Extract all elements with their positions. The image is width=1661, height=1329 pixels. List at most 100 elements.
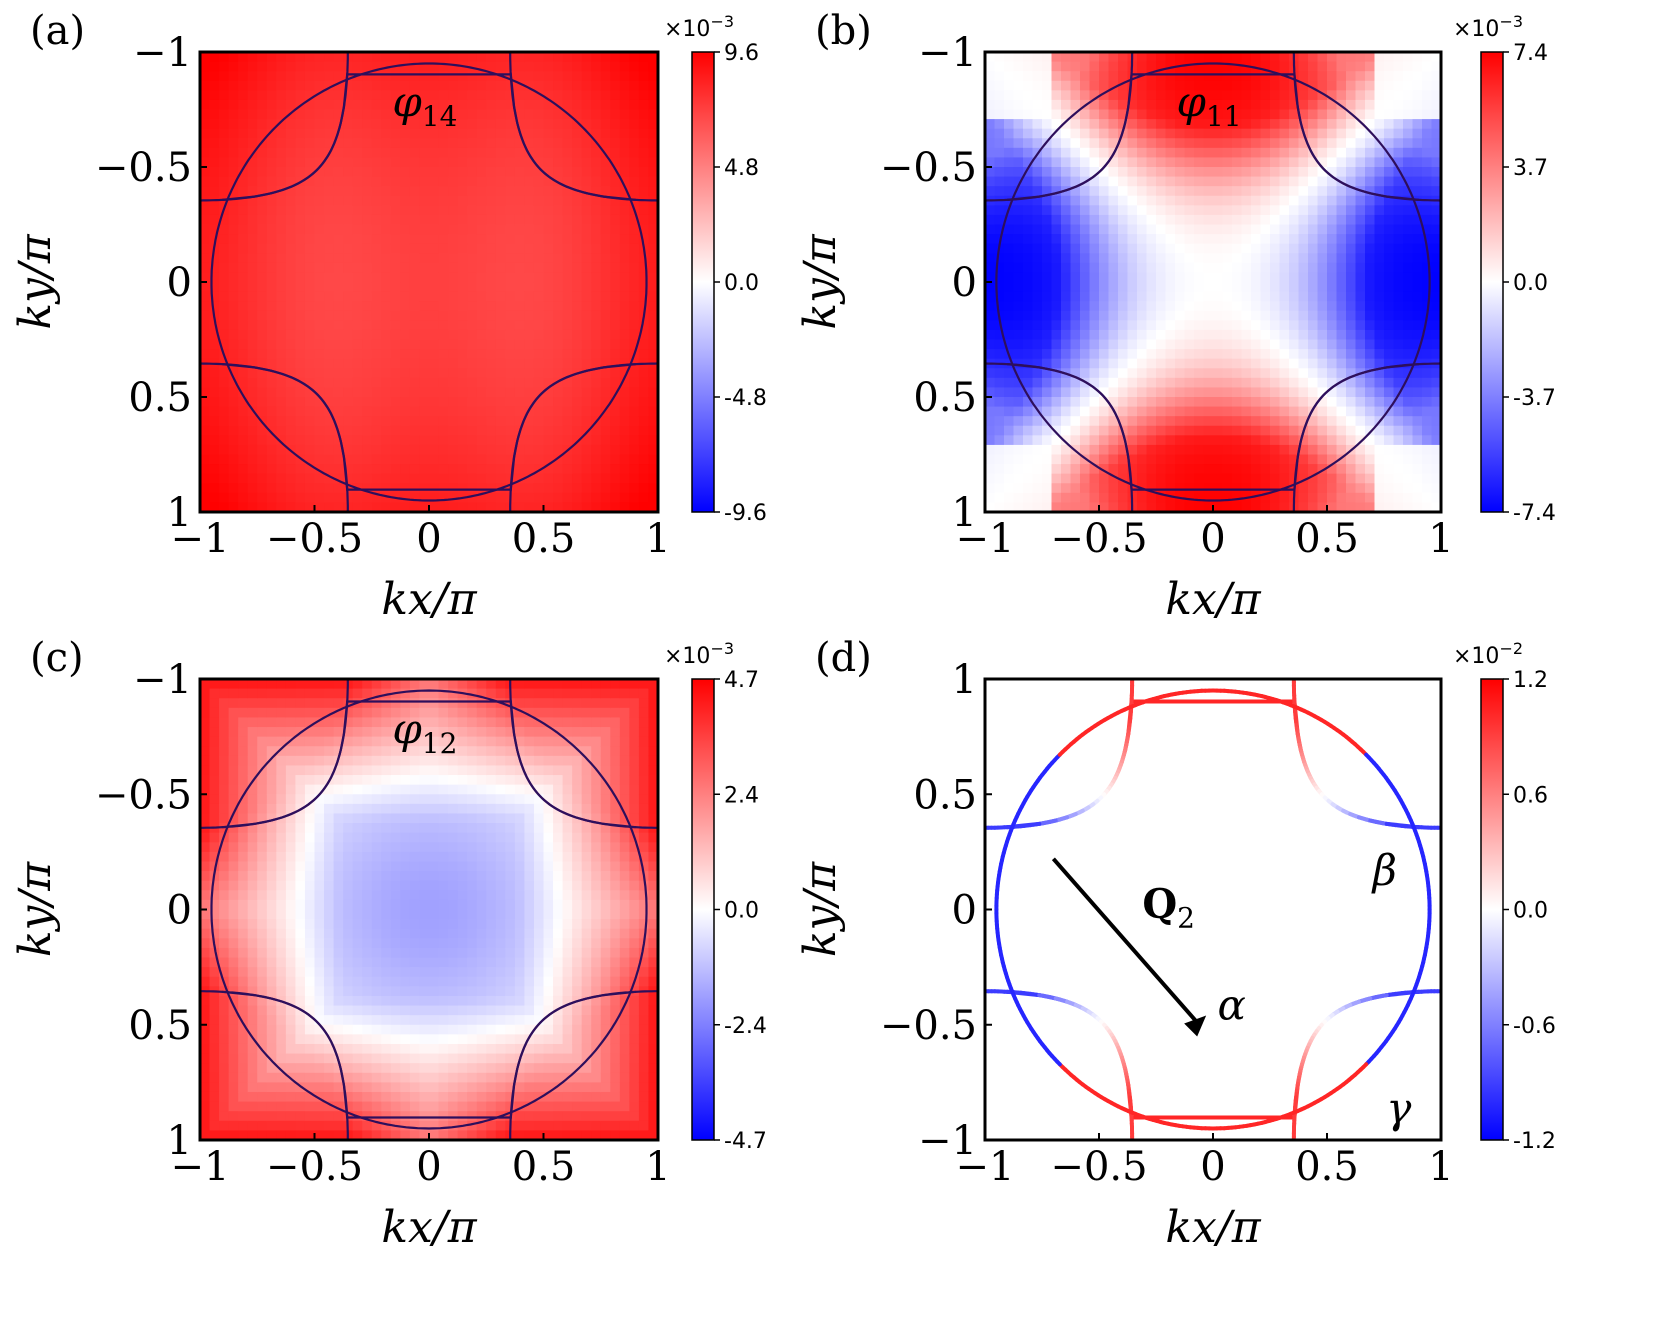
heatmap-cell — [438, 80, 449, 91]
heatmap-cell — [648, 329, 658, 341]
heatmap-cell — [381, 320, 392, 331]
heatmap-cell — [1175, 406, 1186, 417]
heatmap-cell — [352, 454, 363, 465]
heatmap-cell — [1355, 128, 1366, 139]
heatmap-cell — [1403, 52, 1414, 63]
heatmap-cell — [209, 919, 220, 930]
heatmap-cell — [238, 473, 249, 484]
heatmap-cell — [324, 368, 335, 379]
heatmap-cell — [247, 967, 258, 978]
heatmap-cell — [1203, 119, 1214, 130]
heatmap-cell — [1042, 109, 1053, 120]
heatmap-cell — [219, 1015, 230, 1026]
heatmap-cell — [1137, 109, 1148, 120]
heatmap-cell — [238, 1120, 249, 1131]
heatmap-cell — [409, 464, 421, 475]
heatmap-cell — [324, 416, 335, 427]
heatmap-cell — [371, 186, 382, 197]
heatmap-cell — [543, 234, 554, 245]
heatmap-cell — [486, 176, 497, 187]
heatmap-cell — [562, 262, 573, 274]
heatmap-cell — [1013, 406, 1024, 417]
heatmap-cell — [438, 320, 449, 331]
heatmap-cell — [610, 397, 621, 408]
heatmap-cell — [200, 832, 211, 843]
heatmap-cell — [1384, 444, 1395, 456]
heatmap-cell — [200, 851, 211, 863]
heatmap-cell — [209, 794, 220, 805]
heatmap-cell — [495, 253, 506, 264]
heatmap-cell — [638, 349, 650, 360]
heatmap-cell — [1013, 195, 1024, 206]
heatmap-cell — [1156, 99, 1167, 111]
heatmap-cell — [1222, 397, 1233, 408]
heatmap-cell — [276, 272, 287, 283]
y-tick-label: 0 — [952, 260, 977, 306]
heatmap-cell — [572, 444, 583, 456]
heatmap-cell — [1346, 301, 1357, 312]
heatmap-cell — [1336, 339, 1347, 350]
heatmap-cell — [1175, 195, 1186, 206]
heatmap-cell — [1118, 61, 1129, 72]
heatmap-cell — [505, 339, 516, 350]
heatmap-cell — [457, 147, 468, 159]
heatmap-cell — [219, 1024, 230, 1035]
heatmap-cell — [524, 483, 535, 494]
heatmap-cell — [629, 186, 640, 197]
heatmap-cell — [985, 368, 996, 379]
heatmap-cell — [1422, 282, 1433, 293]
heatmap-cell — [1108, 138, 1119, 149]
heatmap-cell — [476, 195, 487, 206]
heatmap-cell — [1222, 454, 1233, 465]
heatmap-cell — [1232, 61, 1243, 72]
heatmap-cell — [562, 167, 573, 178]
heatmap-cell — [1260, 368, 1271, 379]
heatmap-cell — [228, 938, 239, 949]
heatmap-cell — [1431, 483, 1441, 494]
heatmap-cell — [276, 320, 287, 331]
heatmap-cell — [562, 473, 573, 484]
heatmap-cell — [371, 397, 382, 408]
heatmap-cell — [1412, 473, 1423, 484]
heatmap-cell — [1327, 262, 1338, 274]
heatmap-cell — [400, 71, 411, 82]
heatmap-cell — [638, 329, 650, 341]
heatmap-cell — [629, 138, 640, 149]
heatmap-cell — [1374, 80, 1385, 91]
heatmap-cell — [524, 243, 535, 254]
heatmap-cell — [448, 464, 459, 475]
heatmap-cell — [371, 329, 382, 341]
heatmap-cell — [495, 492, 506, 504]
heatmap-cell — [238, 71, 249, 82]
heatmap-cell — [219, 957, 230, 968]
heatmap-cell — [1099, 262, 1110, 274]
heatmap-cell — [266, 291, 277, 302]
heatmap-cell — [1232, 282, 1243, 293]
heatmap-cell — [1298, 262, 1309, 274]
heatmap-cell — [228, 61, 239, 72]
heatmap-cell — [1308, 454, 1319, 465]
heatmap-cell — [1298, 464, 1309, 475]
heatmap-cell — [629, 368, 640, 379]
heatmap-cell — [419, 339, 430, 350]
heatmap-cell — [486, 473, 497, 484]
heatmap-cell — [1355, 224, 1366, 235]
heatmap-cell — [581, 397, 592, 408]
heatmap-cell — [1403, 416, 1414, 427]
heatmap-cell — [1374, 99, 1385, 111]
heatmap-cell — [1232, 416, 1243, 427]
heatmap-cell — [533, 157, 545, 168]
heatmap-cell — [228, 119, 239, 130]
heatmap-cell — [362, 52, 373, 63]
heatmap-cell — [1118, 205, 1129, 216]
heatmap-cell — [1355, 71, 1366, 82]
heatmap-cell — [371, 282, 382, 293]
heatmap-cell — [591, 349, 602, 360]
heatmap-cell — [1032, 243, 1043, 254]
heatmap-cell — [1013, 282, 1024, 293]
heatmap-cell — [238, 157, 249, 168]
heatmap-cell — [553, 387, 564, 398]
heatmap-cell — [1279, 435, 1290, 446]
heatmap-cell — [1431, 80, 1441, 91]
heatmap-cell — [1127, 282, 1138, 293]
